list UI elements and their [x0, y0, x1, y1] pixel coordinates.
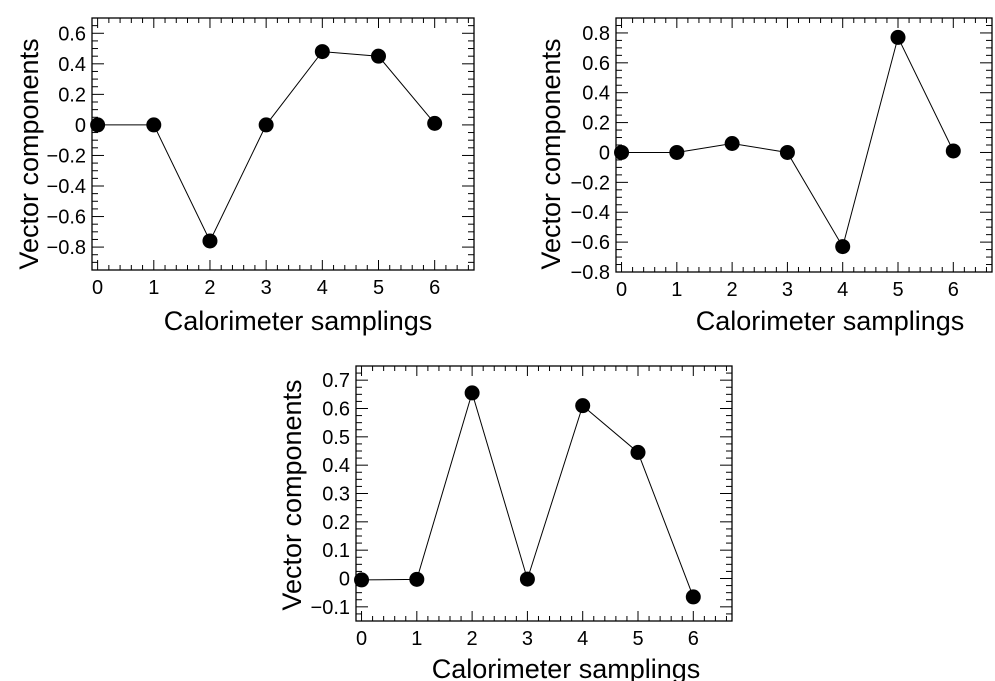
y-tick-label: 0.6 [322, 399, 350, 421]
x-tick-label: 1 [411, 628, 422, 650]
data-point [519, 571, 535, 587]
data-point [354, 572, 370, 588]
data-point [945, 143, 961, 159]
y-tick-label: −0.6 [47, 207, 86, 229]
data-point [890, 29, 906, 45]
y-tick-label: 0.1 [322, 540, 350, 562]
y-tick-label: 0.3 [322, 484, 350, 506]
y-tick-label: −0.8 [47, 237, 86, 259]
y-axis-title: Vector components [277, 379, 307, 610]
x-tick-label: 0 [92, 277, 103, 299]
data-point [669, 144, 685, 160]
y-tick-label: 0.4 [58, 54, 86, 76]
data-point [314, 44, 330, 60]
data-point [614, 144, 630, 160]
series-line [361, 391, 694, 598]
x-tick-label: 1 [671, 279, 682, 301]
y-tick-label: 0.6 [58, 23, 86, 45]
y-tick-label: 0.5 [322, 427, 350, 449]
data-point [427, 115, 443, 131]
data-point [835, 239, 851, 255]
y-tick-label: 0.8 [582, 23, 610, 45]
x-tick-label: 4 [577, 628, 588, 650]
x-tick-label: 3 [261, 277, 272, 299]
y-tick-label: −0.4 [571, 202, 610, 224]
y-tick-label: 0.2 [582, 113, 610, 135]
x-tick-label: 4 [837, 279, 848, 301]
data-point [258, 117, 274, 133]
data-point [575, 398, 591, 414]
y-tick-label: 0.2 [322, 512, 350, 534]
data-point [371, 48, 386, 64]
x-tick-label: 2 [727, 279, 738, 301]
x-tick-label: 3 [782, 279, 793, 301]
x-tick-label: 5 [373, 277, 384, 299]
y-tick-label: −0.8 [571, 262, 610, 284]
y-tick-label: −0.2 [571, 172, 610, 194]
x-tick-label: 3 [522, 628, 533, 650]
y-tick-label: −0.1 [311, 597, 350, 619]
data-point [724, 136, 740, 152]
y-tick-label: 0.4 [582, 83, 610, 105]
y-tick-label: 0 [75, 115, 86, 137]
data-point [685, 589, 701, 605]
x-axis-title: Calorimeter samplings [432, 654, 701, 681]
x-axis-title: Calorimeter samplings [164, 306, 433, 336]
data-point [779, 144, 795, 160]
x-tick-label: 2 [204, 277, 215, 299]
x-tick-label: 0 [616, 279, 627, 301]
data-point [630, 444, 646, 460]
data-point [146, 117, 162, 133]
x-tick-label: 5 [892, 279, 903, 301]
x-tick-label: 5 [632, 628, 643, 650]
y-tick-label: 0.7 [322, 370, 350, 392]
x-axis-title: Calorimeter samplings [696, 306, 965, 336]
data-point [409, 571, 425, 587]
y-tick-label: 0.4 [322, 455, 350, 477]
data-point [464, 385, 480, 401]
x-tick-label: 6 [948, 279, 959, 301]
x-tick-label: 4 [317, 277, 328, 299]
data-point [202, 233, 218, 249]
y-tick-label: −0.6 [571, 232, 610, 254]
x-tick-label: 6 [688, 628, 699, 650]
y-axis-title: Vector components [14, 38, 44, 269]
x-tick-label: 6 [429, 277, 440, 299]
y-tick-label: −0.4 [47, 176, 86, 198]
y-axis-title: Vector components [536, 38, 566, 269]
x-tick-label: 1 [148, 277, 159, 299]
x-tick-label: 0 [356, 628, 367, 650]
y-tick-label: −0.2 [47, 145, 86, 167]
x-tick-label: 2 [467, 628, 478, 650]
y-tick-label: 0.2 [58, 84, 86, 106]
plot-frame [91, 17, 475, 271]
y-tick-label: 0 [339, 569, 350, 591]
y-tick-label: 0.6 [582, 53, 610, 75]
data-point [90, 117, 106, 133]
y-tick-label: 0 [599, 142, 610, 164]
